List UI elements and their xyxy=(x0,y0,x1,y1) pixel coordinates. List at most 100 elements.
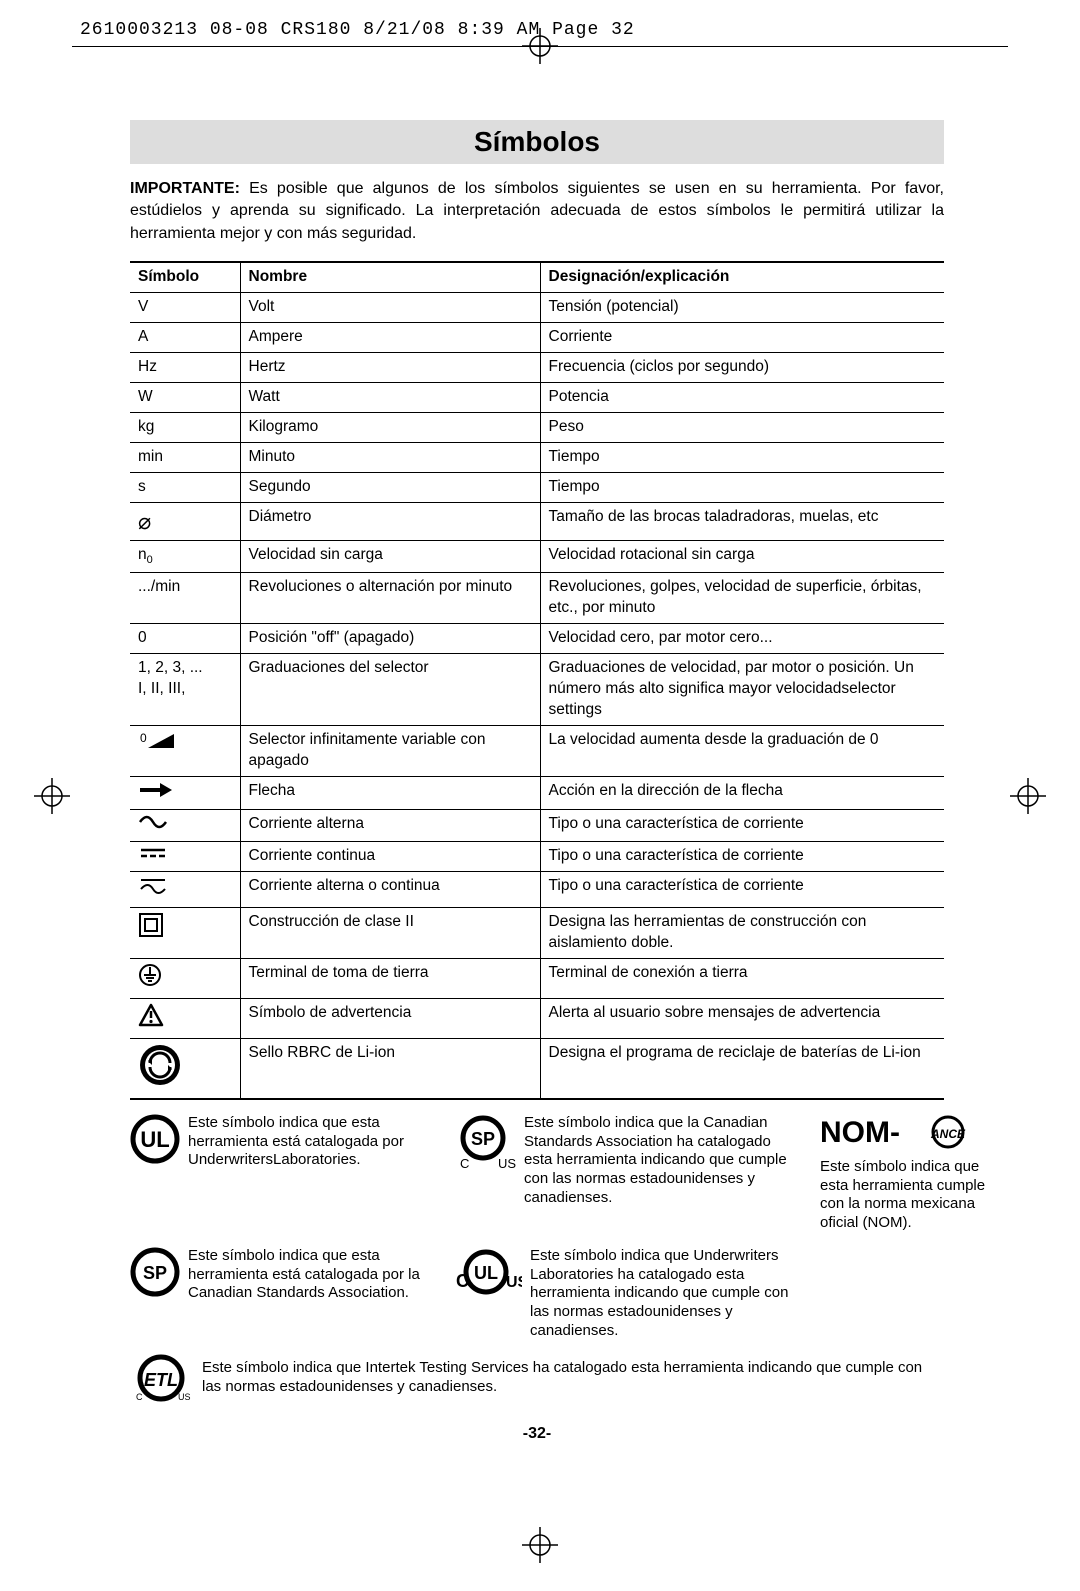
desc-cell: Tiempo xyxy=(540,442,944,472)
table-row: minMinutoTiempo xyxy=(130,442,944,472)
table-row: kgKilogramoPeso xyxy=(130,412,944,442)
svg-text:UL: UL xyxy=(474,1263,498,1283)
symbol-cell: Hz xyxy=(130,352,240,382)
registration-mark-right xyxy=(1010,778,1046,814)
name-cell: Velocidad sin carga xyxy=(240,541,540,573)
svg-text:NOM-: NOM- xyxy=(820,1116,900,1149)
content-area: Símbolos IMPORTANTE: Es posible que algu… xyxy=(130,120,944,1443)
svg-text:US: US xyxy=(498,1156,516,1170)
desc-cell: La velocidad aumenta desde la graduación… xyxy=(540,725,944,776)
name-cell: Posición "off" (apagado) xyxy=(240,624,540,654)
intro-bold: IMPORTANTE: xyxy=(130,180,240,197)
registration-mark-bottom xyxy=(522,1527,558,1563)
name-cell: Corriente alterna o continua xyxy=(240,872,540,908)
cert-culus: CULUS Este símbolo indica que Underwrite… xyxy=(450,1247,800,1341)
symbol-cell xyxy=(130,842,240,872)
symbol-cell: n0 xyxy=(130,541,240,573)
desc-cell: Potencia xyxy=(540,382,944,412)
col-symbol: Símbolo xyxy=(130,262,240,292)
table-row: 0 Selector infinitamente variable con apa… xyxy=(130,725,944,776)
desc-cell: Corriente xyxy=(540,323,944,353)
registration-mark-left xyxy=(34,778,70,814)
table-row: Corriente continuaTipo o una característ… xyxy=(130,842,944,872)
cert-nom-text: Este símbolo indica que esta herramienta… xyxy=(820,1158,990,1233)
symbol-cell: 1, 2, 3, ...I, II, III, xyxy=(130,653,240,725)
table-row: Corriente alterna o continuaTipo o una c… xyxy=(130,872,944,908)
svg-text:ETL: ETL xyxy=(144,1370,178,1390)
cert-csa: SP Este símbolo indica que esta herramie… xyxy=(130,1247,430,1341)
svg-text:SP: SP xyxy=(471,1129,495,1149)
name-cell: Ampere xyxy=(240,323,540,353)
symbol-cell xyxy=(130,908,240,959)
name-cell: Graduaciones del selector xyxy=(240,653,540,725)
desc-cell: Designa el programa de reciclaje de bate… xyxy=(540,1038,944,1098)
symbol-cell xyxy=(130,999,240,1039)
symbol-cell: A xyxy=(130,323,240,353)
desc-cell: Tipo o una característica de corriente xyxy=(540,842,944,872)
table-row: AAmpereCorriente xyxy=(130,323,944,353)
table-row: Corriente alternaTipo o una característi… xyxy=(130,810,944,842)
culus-icon: CULUS xyxy=(450,1247,522,1297)
name-cell: Watt xyxy=(240,382,540,412)
desc-cell: Tamaño de las brocas taladradoras, muela… xyxy=(540,502,944,541)
table-row: VVoltTensión (potencial) xyxy=(130,293,944,323)
name-cell: Terminal de toma de tierra xyxy=(240,959,540,999)
symbol-cell xyxy=(130,872,240,908)
table-row: Sello RBRC de Li-ionDesigna el programa … xyxy=(130,1038,944,1098)
symbol-cell: 0 xyxy=(130,725,240,776)
symbol-cell xyxy=(130,810,240,842)
col-name: Nombre xyxy=(240,262,540,292)
page-title: Símbolos xyxy=(130,120,944,164)
svg-text:0: 0 xyxy=(140,731,147,745)
table-row: .../minRevoluciones o alternación por mi… xyxy=(130,573,944,624)
name-cell: Diámetro xyxy=(240,502,540,541)
registration-mark-top xyxy=(522,28,558,64)
name-cell: Símbolo de advertencia xyxy=(240,999,540,1039)
desc-cell: Revoluciones, golpes, velocidad de super… xyxy=(540,573,944,624)
cert-ul-text: Este símbolo indica que esta herramienta… xyxy=(188,1114,430,1170)
symbol-cell: V xyxy=(130,293,240,323)
symbol-cell: 0 xyxy=(130,624,240,654)
intro-text: Es posible que algunos de los símbolos s… xyxy=(130,180,944,242)
name-cell: Revoluciones o alternación por minuto xyxy=(240,573,540,624)
table-row: sSegundoTiempo xyxy=(130,472,944,502)
cert-etl: ETLCUS Este símbolo indica que Intertek … xyxy=(130,1353,944,1403)
svg-text:SP: SP xyxy=(143,1263,167,1283)
name-cell: Flecha xyxy=(240,776,540,810)
cert-nom: NOM-ANCE Este símbolo indica que esta he… xyxy=(820,1114,990,1233)
ul-icon: UL xyxy=(130,1114,180,1164)
certifications: UL Este símbolo indica que esta herramie… xyxy=(130,1114,944,1403)
table-row: HzHertzFrecuencia (ciclos por segundo) xyxy=(130,352,944,382)
symbol-cell: W xyxy=(130,382,240,412)
name-cell: Construcción de clase II xyxy=(240,908,540,959)
table-row: Construcción de clase IIDesigna las herr… xyxy=(130,908,944,959)
symbol-cell xyxy=(130,1038,240,1098)
cert-csa-us-text: Este símbolo indica que la Canadian Stan… xyxy=(524,1114,800,1208)
desc-cell: Graduaciones de velocidad, par motor o p… xyxy=(540,653,944,725)
desc-cell: Alerta al usuario sobre mensajes de adve… xyxy=(540,999,944,1039)
desc-cell: Tipo o una característica de corriente xyxy=(540,872,944,908)
symbol-cell: ⌀ xyxy=(130,502,240,541)
name-cell: Selector infinitamente variable con apag… xyxy=(240,725,540,776)
symbol-cell: s xyxy=(130,472,240,502)
etl-icon: ETLCUS xyxy=(130,1353,192,1403)
desc-cell: Velocidad rotacional sin carga xyxy=(540,541,944,573)
table-row: n0Velocidad sin cargaVelocidad rotaciona… xyxy=(130,541,944,573)
svg-text:US: US xyxy=(506,1274,522,1291)
symbol-cell: kg xyxy=(130,412,240,442)
csa-icon: SP xyxy=(130,1247,180,1297)
table-row: Terminal de toma de tierraTerminal de co… xyxy=(130,959,944,999)
name-cell: Hertz xyxy=(240,352,540,382)
symbol-cell: min xyxy=(130,442,240,472)
name-cell: Corriente continua xyxy=(240,842,540,872)
svg-text:C: C xyxy=(136,1392,143,1402)
table-row: ⌀DiámetroTamaño de las brocas taladrador… xyxy=(130,502,944,541)
cert-csa-us: SPCUS Este símbolo indica que la Canadia… xyxy=(450,1114,800,1233)
desc-cell: Terminal de conexión a tierra xyxy=(540,959,944,999)
intro-paragraph: IMPORTANTE: Es posible que algunos de lo… xyxy=(130,178,944,245)
col-desc: Designación/explicación xyxy=(540,262,944,292)
nom-icon: NOM-ANCE xyxy=(820,1114,970,1150)
desc-cell: Velocidad cero, par motor cero... xyxy=(540,624,944,654)
csa-us-icon: SPCUS xyxy=(450,1114,516,1170)
desc-cell: Peso xyxy=(540,412,944,442)
